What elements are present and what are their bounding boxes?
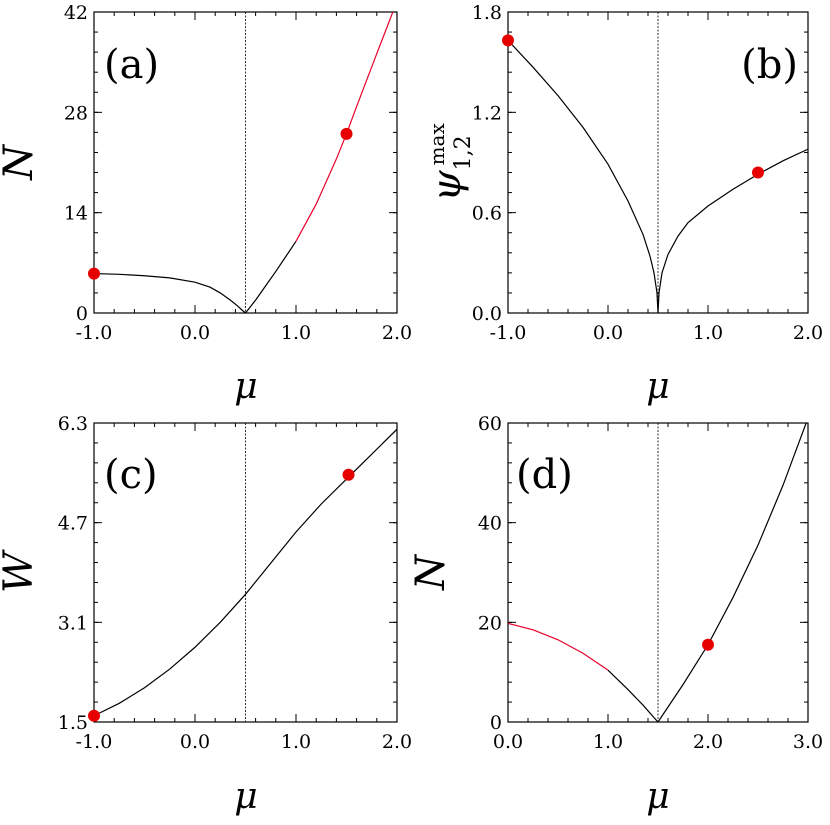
x-tick-label: -1.0 bbox=[76, 322, 113, 344]
y-axis-label: N bbox=[0, 143, 42, 181]
y-tick-label: 20 bbox=[478, 612, 502, 634]
y-tick-label: 6.3 bbox=[58, 413, 88, 435]
marker-point-0 bbox=[702, 638, 714, 651]
x-tick-label: 3.0 bbox=[793, 731, 823, 753]
y-tick-label: 1.2 bbox=[472, 102, 502, 124]
series-line-1 bbox=[607, 669, 659, 722]
marker-point-0 bbox=[88, 709, 100, 722]
x-tick-label: 2.0 bbox=[382, 731, 412, 753]
y-axis-label-subscript: 1,2 bbox=[451, 135, 476, 170]
x-axis-label: μ bbox=[646, 776, 669, 817]
x-tick-label: 0.0 bbox=[180, 322, 210, 344]
x-tick-label: 2.0 bbox=[793, 322, 823, 344]
x-tick-label: 2.0 bbox=[382, 322, 412, 344]
series-line-0 bbox=[94, 272, 246, 313]
y-axis-label-main: N bbox=[408, 553, 454, 591]
x-tick-label: 1.0 bbox=[593, 731, 623, 753]
x-axis-label: μ bbox=[234, 366, 257, 407]
y-axis-label-superscript: max bbox=[425, 123, 449, 166]
y-tick-label: 60 bbox=[478, 413, 502, 435]
y-tick-label: 40 bbox=[478, 513, 502, 535]
x-axis-label: μ bbox=[646, 366, 669, 407]
series-line-0 bbox=[508, 40, 659, 313]
x-tick-label: 0.0 bbox=[493, 731, 523, 753]
series-line-2 bbox=[295, 12, 394, 242]
panel-label: (d) bbox=[516, 452, 573, 498]
y-tick-label: 1.5 bbox=[58, 712, 88, 734]
series-line-0 bbox=[508, 622, 609, 671]
x-tick-label: -1.0 bbox=[490, 322, 527, 344]
x-tick-label: 1.0 bbox=[281, 322, 311, 344]
y-tick-label: 4.7 bbox=[58, 513, 88, 535]
y-tick-label: 1.8 bbox=[472, 2, 502, 24]
series-line-2 bbox=[657, 423, 807, 722]
y-axis-label: ψ1,2max bbox=[424, 123, 476, 202]
series-line-1 bbox=[657, 148, 808, 313]
y-axis-label: W bbox=[0, 549, 42, 593]
y-tick-label: 42 bbox=[64, 2, 88, 24]
y-tick-label: 0 bbox=[490, 712, 502, 734]
marker-point-1 bbox=[340, 127, 353, 140]
marker-point-1 bbox=[342, 468, 355, 481]
x-tick-label: 0.0 bbox=[593, 322, 623, 344]
panel-a: -1.0 0.0 1.0 2.0 0 14 28 42 (a) μ N bbox=[0, 2, 412, 407]
x-tick-label: -1.0 bbox=[76, 731, 113, 753]
x-axis-label: μ bbox=[234, 776, 257, 817]
y-tick-label: 0.0 bbox=[472, 303, 502, 325]
x-tick-label: 2.0 bbox=[693, 731, 723, 753]
y-axis-label-main: ψ bbox=[424, 170, 470, 202]
y-axis-label-main: W bbox=[0, 549, 42, 593]
panel-b: -1.0 0.0 1.0 2.00.00.61.21.8(b)μψ1,2max bbox=[424, 2, 823, 407]
marker-point-0 bbox=[502, 34, 514, 47]
y-tick-label: 0.6 bbox=[472, 203, 502, 225]
marker-point-0 bbox=[88, 267, 100, 280]
panel-d: 0.0 1.0 2.0 3.0 0 20 40 60 (d) μ N bbox=[408, 413, 823, 817]
x-tick-label: 1.0 bbox=[693, 322, 723, 344]
y-tick-label: 0 bbox=[76, 303, 88, 325]
panel-label: (a) bbox=[104, 42, 159, 88]
marker-point-1 bbox=[752, 166, 764, 179]
panel-label: (b) bbox=[741, 42, 798, 88]
x-tick-label: 0.0 bbox=[180, 731, 210, 753]
y-tick-label: 28 bbox=[64, 102, 88, 124]
y-tick-label: 3.1 bbox=[58, 612, 88, 634]
series-line-1 bbox=[245, 240, 297, 313]
x-tick-label: 1.0 bbox=[281, 731, 311, 753]
panel-c: -1.0 0.0 1.0 2.0 1.5 3.1 4.7 6.3 (c) μ W bbox=[0, 413, 412, 817]
y-axis-label-main: N bbox=[0, 143, 42, 181]
panel-label: (c) bbox=[104, 452, 158, 498]
y-tick-label: 14 bbox=[64, 203, 88, 225]
y-axis-label: N bbox=[408, 553, 454, 591]
